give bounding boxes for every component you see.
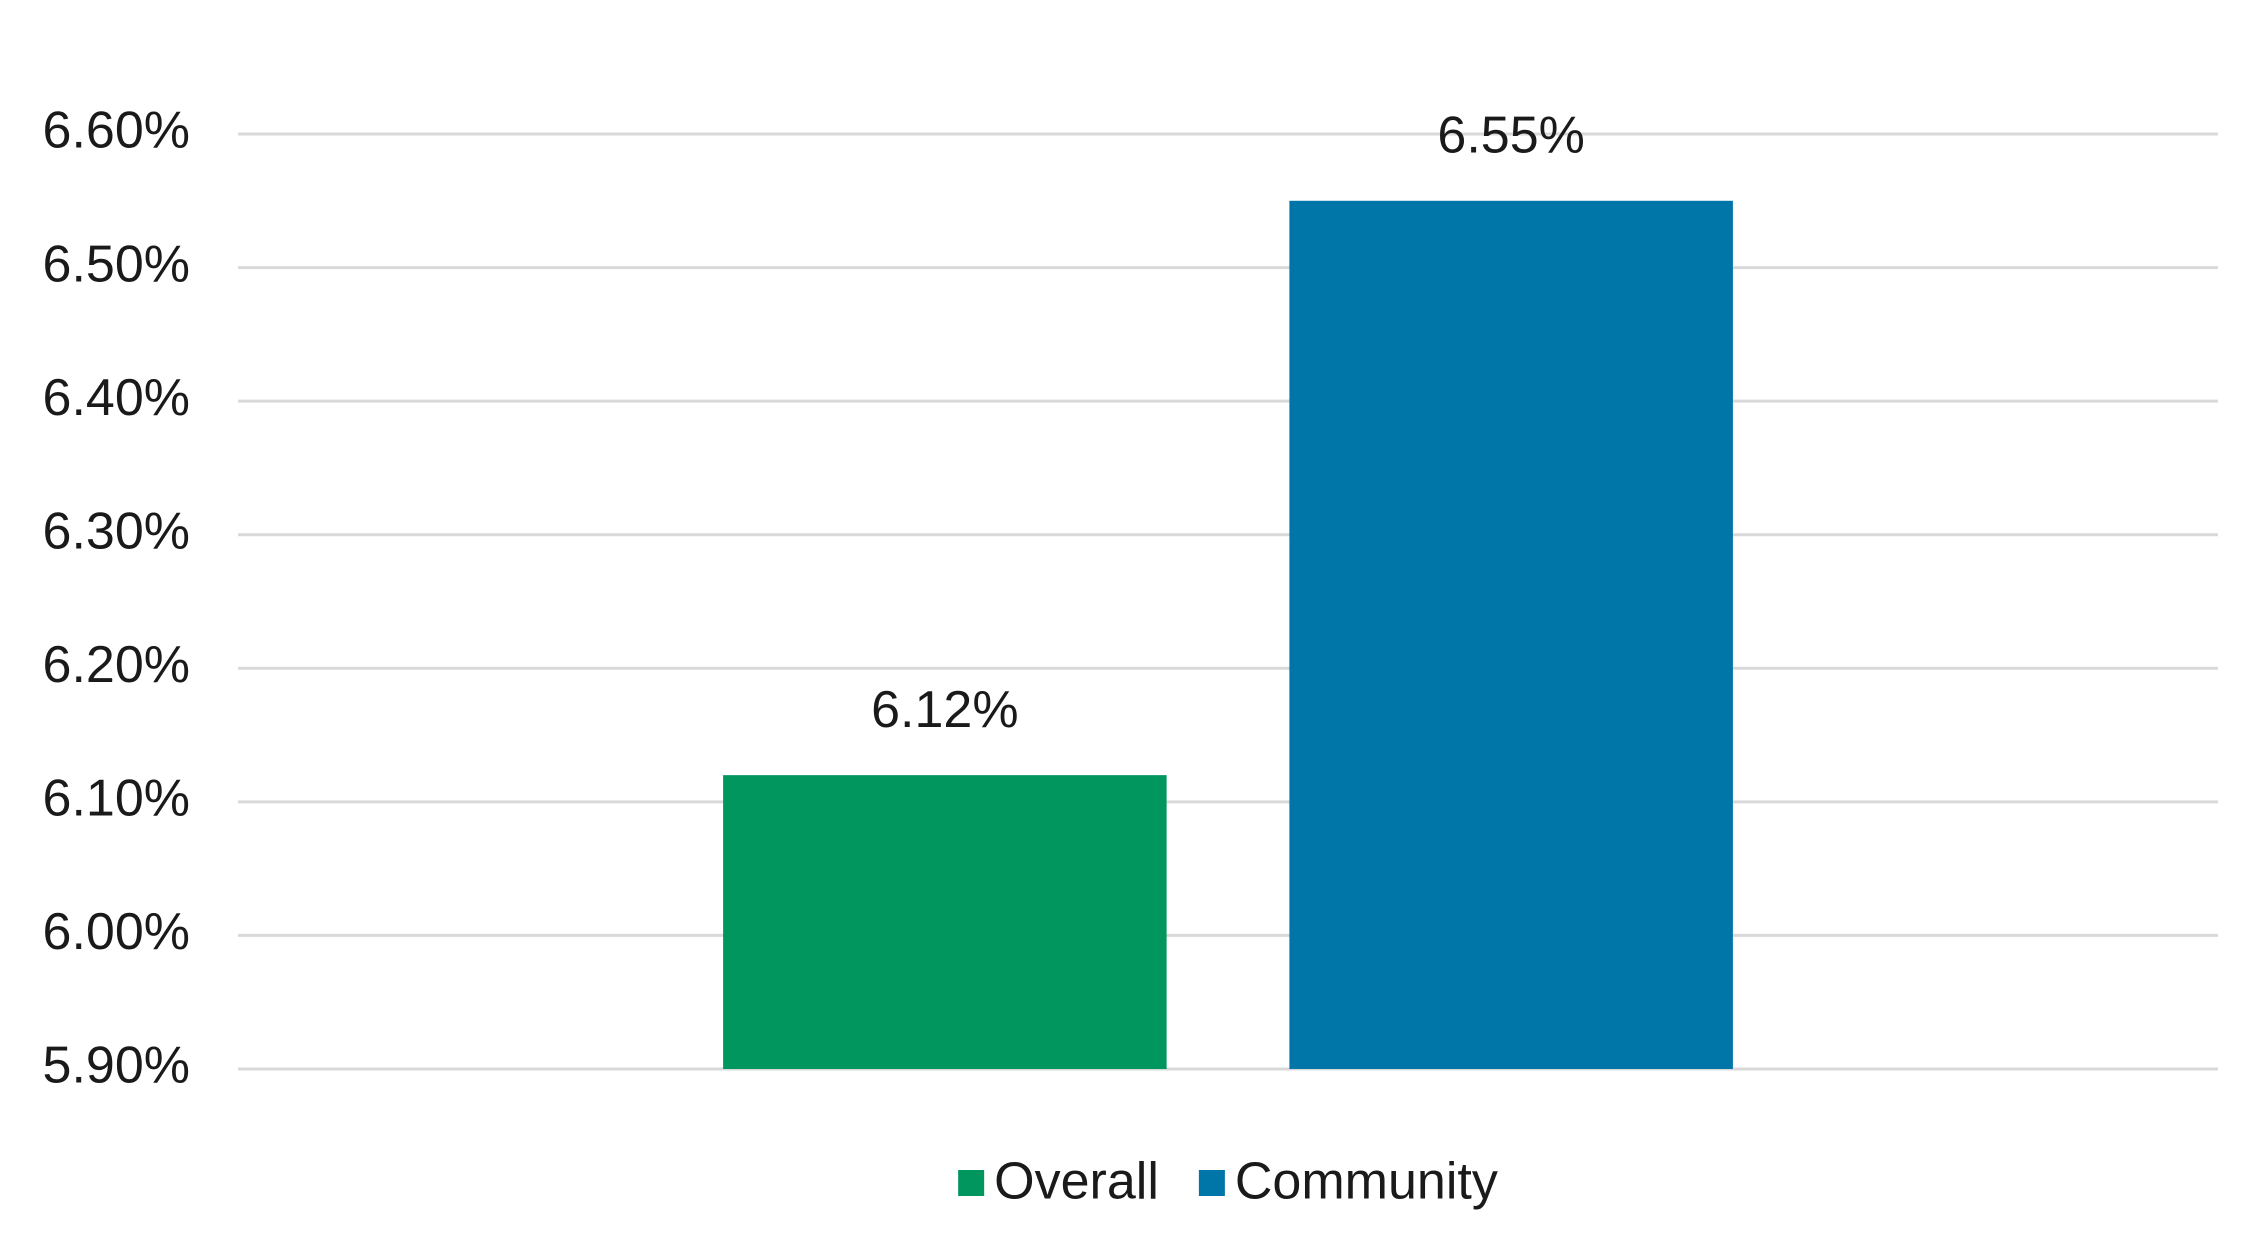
bar — [723, 775, 1167, 1069]
value-label: 6.12% — [871, 681, 1018, 739]
y-tick-label: 6.40% — [43, 369, 190, 427]
legend-swatch — [958, 1170, 985, 1196]
legend-swatch — [1198, 1170, 1225, 1196]
y-tick-label: 6.00% — [43, 903, 190, 961]
y-tick-label: 5.90% — [43, 1037, 190, 1095]
legend-label: Overall — [994, 1153, 1159, 1211]
y-tick-label: 6.10% — [43, 770, 190, 828]
legend-label: Community — [1235, 1153, 1498, 1211]
y-tick-label: 6.60% — [43, 102, 190, 160]
bar — [1289, 200, 1733, 1070]
y-tick-label: 6.30% — [43, 502, 190, 560]
y-tick-label: 6.20% — [43, 636, 190, 694]
y-tick-label: 6.50% — [43, 235, 190, 293]
value-label: 6.55% — [1437, 107, 1584, 165]
